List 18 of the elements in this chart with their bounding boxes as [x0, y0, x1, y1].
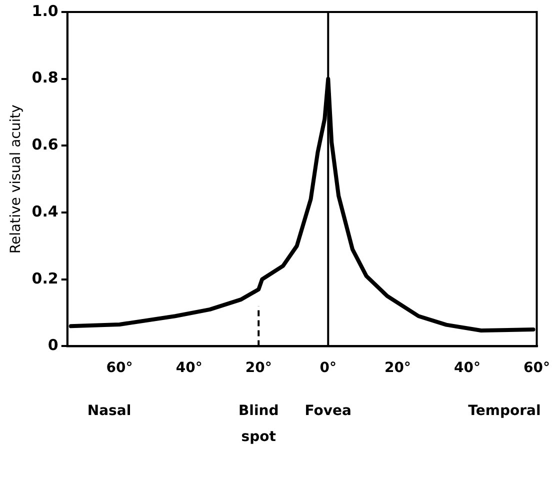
x-tick-label: 20°: [384, 360, 411, 376]
text: Blind spot: [238, 402, 279, 445]
y-axis-title: Relative visual acuity: [8, 104, 24, 254]
x-tick-label: 20°: [245, 360, 272, 376]
y-tick-label: 1.0: [32, 2, 58, 20]
y-tick-label: 0.8: [32, 68, 58, 87]
text: Fovea: [304, 402, 352, 419]
x-tick-label: 60°: [106, 360, 133, 376]
y-tick-label: 0.4: [32, 202, 58, 220]
x-tick-label: 60°: [524, 360, 550, 376]
y-tick-label: 0.6: [32, 136, 58, 154]
y-tick-label: 0: [48, 336, 58, 354]
text: Nasal: [87, 402, 132, 419]
x-tick-label: 40°: [454, 360, 480, 376]
x-tick-label: 40°: [176, 360, 202, 376]
text: Temporal: [468, 402, 541, 419]
y-tick-label: 0.2: [32, 269, 58, 288]
x-tick-label: 0°: [320, 360, 337, 376]
